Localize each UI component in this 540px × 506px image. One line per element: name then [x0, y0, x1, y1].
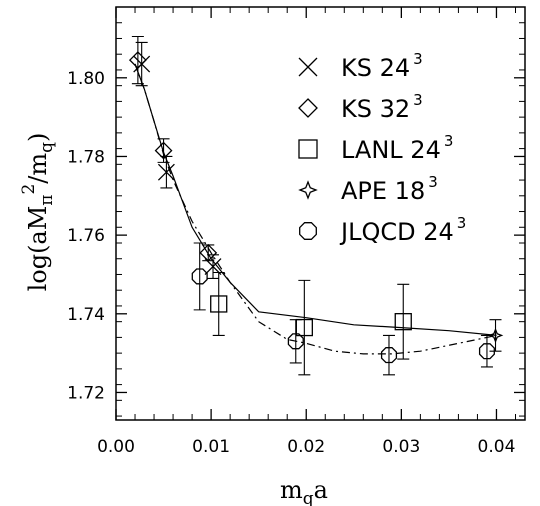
data-point-octagon	[380, 347, 398, 364]
error-bar	[212, 271, 225, 336]
data-point-octagon	[287, 333, 304, 350]
solid-fit-curve	[134, 63, 497, 336]
data-point-square	[295, 318, 313, 337]
legend-label-superscript: 3	[444, 132, 454, 150]
legend-label-superscript: 3	[457, 214, 467, 232]
data-point-octagon	[191, 268, 208, 285]
data-point-square	[394, 313, 412, 331]
data-point-star	[487, 327, 504, 344]
x-tick-label: 0.03	[382, 437, 420, 457]
data-point-octagon	[478, 343, 495, 360]
legend-marker-octagon	[299, 222, 317, 240]
legend-label: KS 32	[341, 95, 410, 123]
legend-label-superscript: 3	[413, 91, 423, 109]
x-tick-label: 0.01	[192, 437, 230, 457]
x-tick-label: 0.04	[478, 437, 516, 457]
x-tick-label: 0.02	[287, 437, 325, 457]
x-tick-label: 0.00	[97, 437, 135, 457]
y-tick-label: 1.76	[67, 226, 105, 246]
error-bar	[489, 319, 502, 352]
y-tick-label: 1.72	[67, 383, 105, 403]
legend-label: JLQCD 24	[339, 218, 454, 246]
data-point-cross	[204, 258, 222, 276]
legend-marker-star	[298, 180, 318, 200]
data-point-cross	[157, 163, 175, 181]
legend-label: LANL 24	[341, 136, 441, 164]
legend-marker-cross	[298, 57, 318, 77]
data-point-diamond	[154, 141, 173, 160]
error-bar	[397, 283, 410, 360]
y-tick-label: 1.74	[67, 305, 105, 325]
y-tick-label: 1.80	[67, 69, 105, 89]
data-points	[128, 35, 504, 376]
fit-curves	[134, 63, 497, 355]
error-bar	[289, 319, 302, 364]
error-bar	[131, 35, 144, 85]
legend-label: APE 18	[341, 177, 425, 205]
legend-marker-diamond	[298, 98, 318, 118]
x-tick-labels: 0.00 0.01 0.02 0.03 0.04	[97, 437, 515, 457]
error-bar	[382, 334, 395, 376]
legend-label: KS 24	[341, 54, 410, 82]
legend-label-superscript: 3	[428, 173, 438, 191]
y-tick-labels: 1.72 1.74 1.76 1.78 1.80	[67, 69, 105, 404]
legend-marker-square	[298, 139, 318, 159]
x-axis-label: mqa	[280, 476, 328, 506]
data-point-diamond	[199, 243, 218, 262]
error-bar	[193, 242, 206, 311]
legend-label-superscript: 3	[413, 50, 423, 68]
y-tick-label: 1.78	[67, 147, 105, 167]
y-axis-label: log(aMπ2/mq)	[19, 133, 57, 292]
plot-frame	[115, 6, 526, 421]
data-point-square	[210, 295, 228, 313]
error-bar	[480, 334, 493, 368]
error-bar	[298, 279, 311, 376]
data-point-diamond	[128, 51, 147, 70]
ticks	[115, 7, 525, 420]
